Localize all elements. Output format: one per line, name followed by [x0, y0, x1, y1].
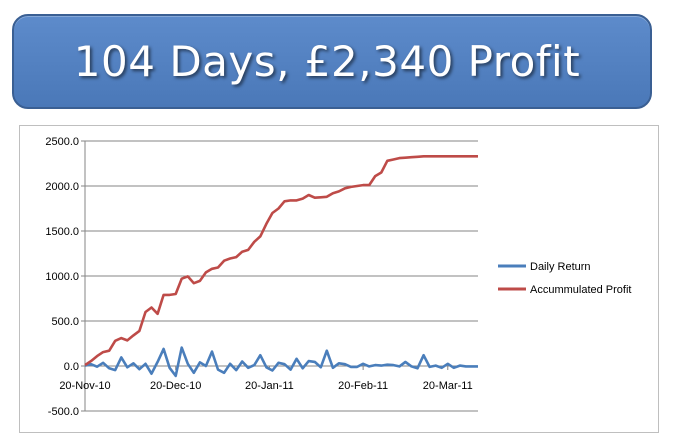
x-tick-label: 20-Dec-10: [150, 380, 201, 392]
y-tick-label: 1500.0: [45, 226, 79, 238]
daily-return-line: [84, 346, 478, 378]
y-tick-label: 0.0: [64, 361, 79, 373]
y-tick-label: 2000.0: [45, 181, 79, 193]
chart-frame: 2500.0 2000.0 1500.0 1000.0 500.0 0.0 -500.0 20…: [19, 125, 659, 433]
line-chart: 2500.0 2000.0 1500.0 1000.0 500.0 0.0 -500.0 20…: [45, 136, 631, 418]
x-tick-label: 20-Nov-10: [59, 380, 110, 392]
y-tick-label: 500.0: [51, 316, 79, 328]
y-tick-label: 2500.0: [45, 136, 79, 148]
y-tick-label: -500.0: [48, 406, 79, 418]
x-tick-label: 20-Mar-11: [423, 380, 473, 392]
accumulated-profit-line: [84, 154, 478, 367]
y-tick-label: 1000.0: [45, 271, 79, 283]
legend-label: Accummulated Profit: [530, 284, 631, 296]
x-tick-label: 20-Jan-11: [245, 380, 294, 392]
legend-label: Daily Return: [530, 261, 591, 273]
banner-title: 104 Days, £2,340 Profit: [73, 37, 581, 86]
title-banner: 104 Days, £2,340 Profit: [12, 14, 652, 109]
x-tick-label: 20-Feb-11: [338, 380, 388, 392]
